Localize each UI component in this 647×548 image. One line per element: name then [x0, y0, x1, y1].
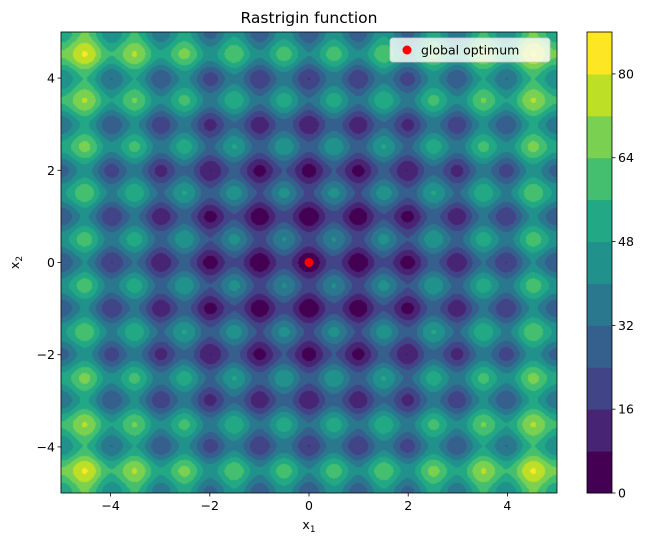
y-tick-label: 4 — [47, 71, 55, 86]
colorbar-tick-label: 0 — [618, 486, 626, 501]
colorbar-band — [587, 409, 612, 452]
colorbar-tick-label: 64 — [618, 150, 634, 165]
colorbar-band — [587, 241, 612, 284]
legend: global optimum — [389, 37, 551, 63]
y-axis-ticks: −4 −2 0 2 4 — [37, 71, 61, 454]
y-tick-label: 2 — [47, 163, 55, 178]
x-tick-label: 2 — [404, 498, 412, 513]
colorbar-band — [587, 73, 612, 117]
chart-title: Rastrigin function — [241, 9, 378, 27]
colorbar-tick-label: 48 — [618, 234, 634, 249]
x-tick-label: 0 — [305, 498, 313, 513]
legend-box — [389, 37, 551, 63]
y-tick-label: −4 — [37, 439, 55, 454]
x-tick-label: 4 — [503, 498, 511, 513]
y-axis-label: x2 — [7, 256, 25, 269]
colorbar-frame — [586, 31, 613, 494]
y-tick-label: −2 — [37, 347, 55, 362]
colorbar-band — [587, 325, 612, 368]
colorbar-tick-label: 80 — [618, 66, 634, 81]
global-optimum-marker — [304, 258, 314, 267]
colorbar-tick-label: 16 — [618, 402, 634, 417]
colorbar-band — [587, 199, 612, 243]
x-tick-label: −4 — [101, 498, 119, 513]
colorbar: 0 16 32 48 64 80 — [586, 31, 634, 501]
colorbar-band — [587, 451, 612, 494]
y-tick-label: 0 — [47, 255, 55, 270]
colorbar-tick-label: 32 — [618, 318, 634, 333]
colorbar-band — [587, 367, 612, 410]
colorbar-band — [587, 32, 612, 75]
marker-layer — [304, 258, 314, 267]
colorbar-band — [587, 157, 612, 201]
legend-marker — [402, 45, 412, 55]
colorbar-band — [587, 115, 612, 159]
x-axis-label: x1 — [302, 517, 315, 535]
x-tick-label: −2 — [201, 498, 219, 513]
x-axis-ticks: −4 −2 0 2 4 — [101, 493, 511, 513]
colorbar-band — [587, 283, 612, 326]
legend-label: global optimum — [421, 43, 519, 58]
